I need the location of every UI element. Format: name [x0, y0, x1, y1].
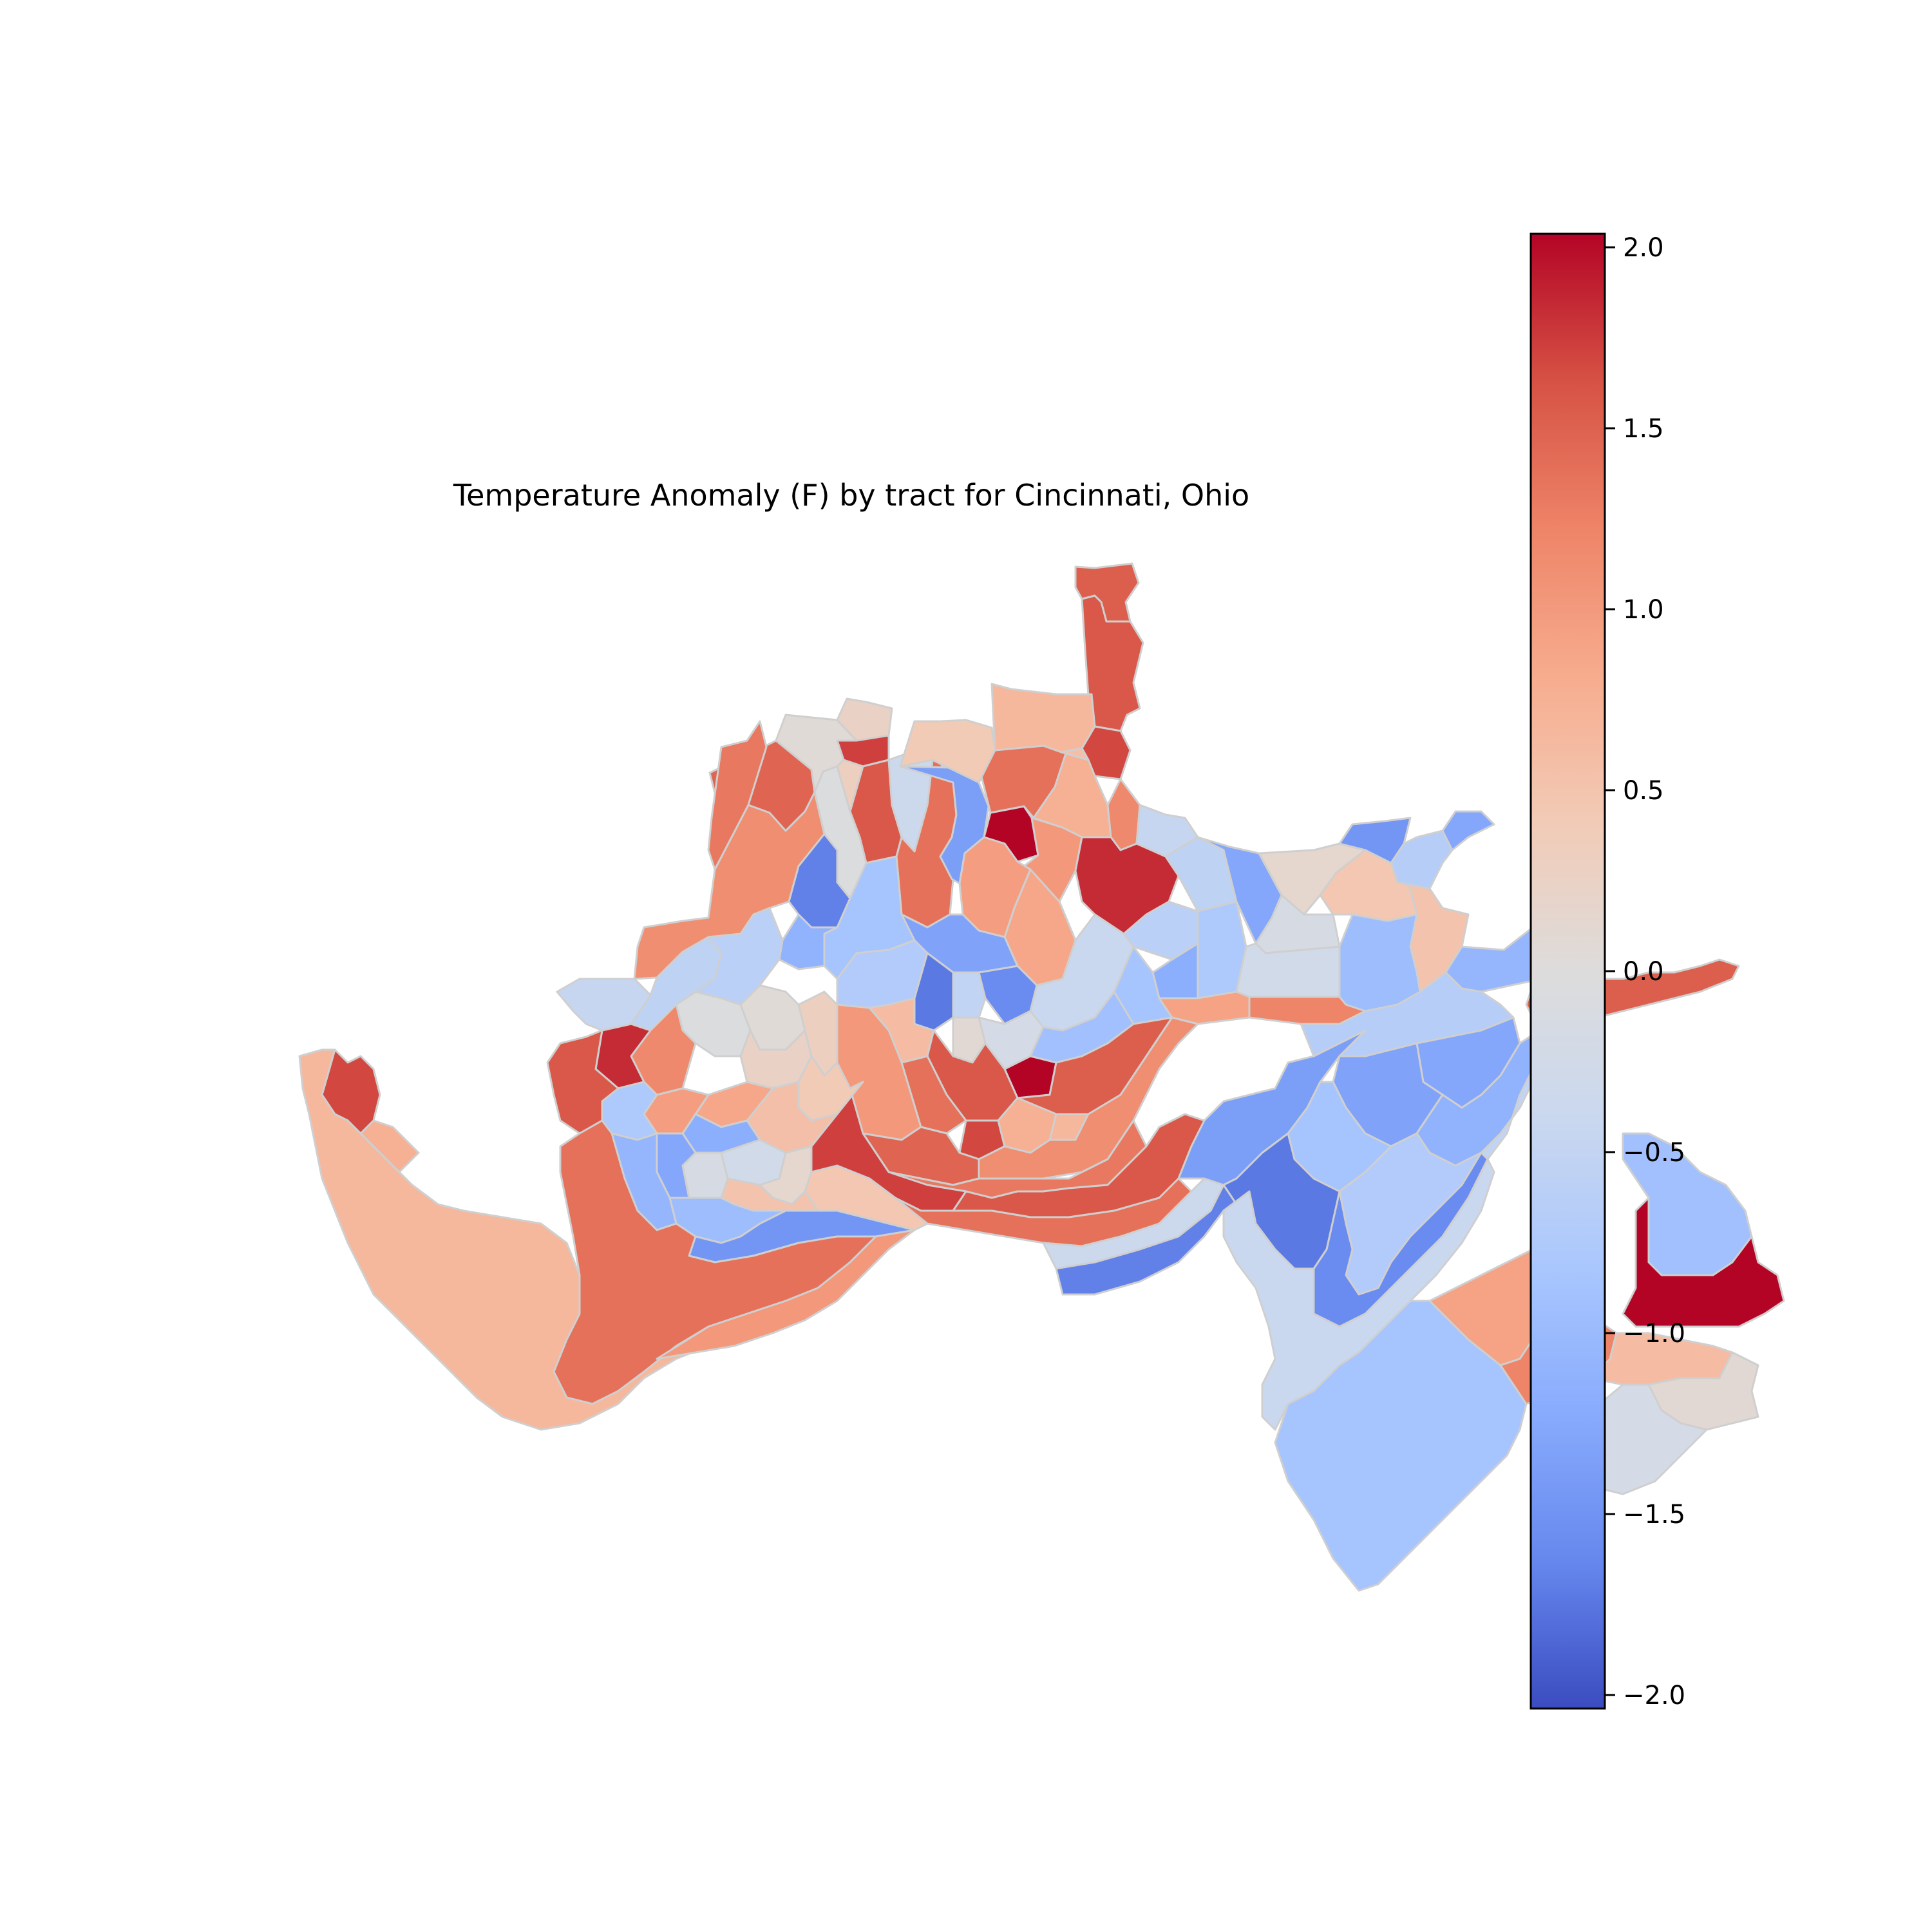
census-tract [836, 759, 864, 813]
colorbar-ticks: 2.0 1.5 1.0 0.5 0.0 −0.5 −1.0 −1.5 −2.0 [1605, 233, 1685, 1710]
colorbar-tick-label: 0.0 [1623, 957, 1664, 987]
census-tract [681, 1151, 729, 1199]
colorbar-tick-label: 1.0 [1623, 595, 1664, 625]
map-title: Temperature Anomaly (F) by tract for Cin… [453, 478, 1249, 513]
colorbar-tick-label: −1.0 [1623, 1319, 1685, 1349]
census-tract [359, 1119, 420, 1173]
census-tract [978, 1016, 1199, 1180]
colorbar-tick-label: −1.5 [1623, 1500, 1685, 1530]
census-tract [1338, 913, 1421, 1012]
census-tract [990, 683, 1096, 753]
census-tract [899, 719, 996, 784]
census-tract [1441, 810, 1495, 851]
colorbar-gradient [1530, 232, 1606, 1710]
colorbar-tick-label: 2.0 [1623, 233, 1664, 263]
colorbar-tick-label: −0.5 [1623, 1138, 1685, 1168]
tract-layer [298, 562, 1785, 1592]
colorbar-tick-label: 0.5 [1623, 776, 1664, 806]
colorbar-tick-label: 1.5 [1623, 414, 1664, 444]
census-tract [1274, 1300, 1528, 1592]
census-tract [546, 1029, 620, 1135]
census-tract [1235, 942, 1341, 998]
census-tract [778, 913, 838, 971]
census-tract [1622, 1197, 1785, 1328]
census-tract [656, 1229, 916, 1360]
census-tract [894, 1177, 1193, 1247]
census-tract [1158, 990, 1251, 1025]
colorbar-tick-label: −2.0 [1623, 1681, 1685, 1710]
census-tract [707, 720, 768, 871]
census-tract [1060, 747, 1090, 761]
census-tract [694, 907, 784, 1006]
census-tract [1222, 1158, 1495, 1431]
census-tract [836, 697, 893, 742]
colorbar: 2.0 1.5 1.0 0.5 0.0 −0.5 −1.0 −1.5 −2.0 [1530, 232, 1685, 1710]
census-tract [1338, 817, 1412, 864]
